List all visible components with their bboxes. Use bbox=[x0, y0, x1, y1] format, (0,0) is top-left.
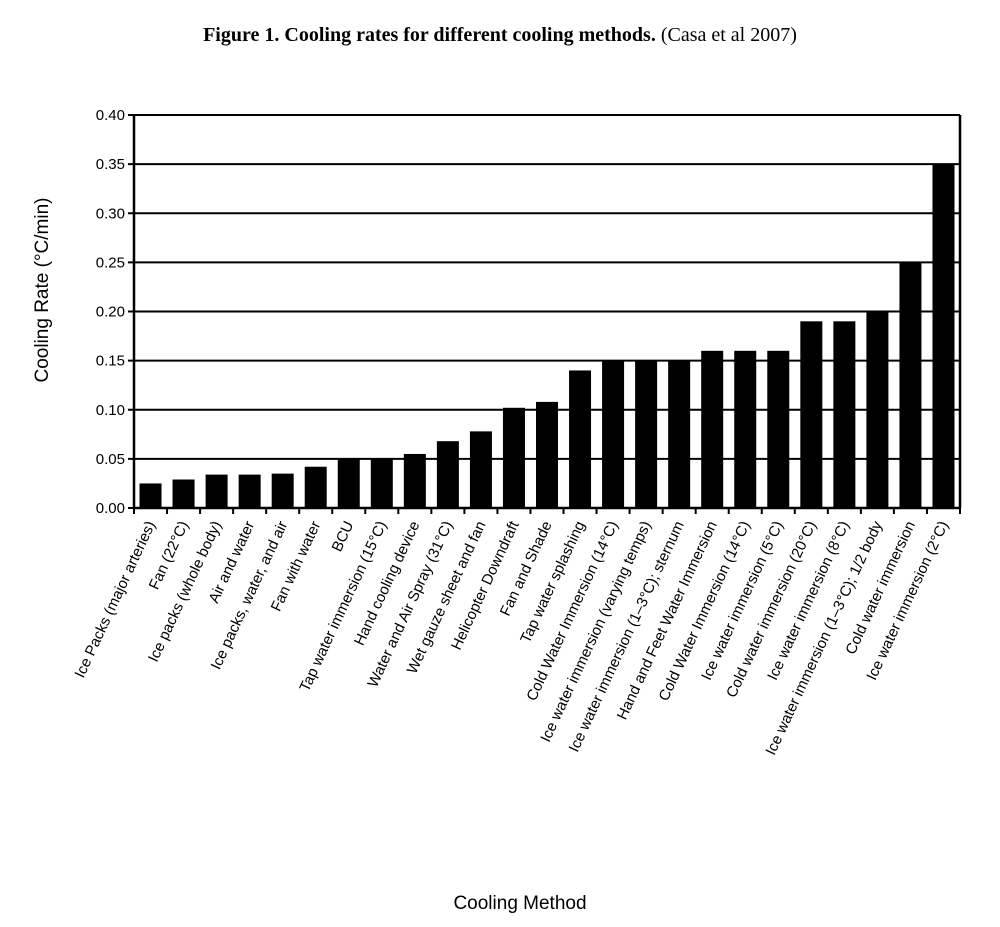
bar bbox=[602, 360, 625, 508]
bar bbox=[668, 360, 691, 508]
bar bbox=[205, 474, 228, 508]
gridlines bbox=[134, 114, 960, 460]
bar bbox=[767, 350, 790, 508]
y-tick-label: 0.35 bbox=[96, 156, 125, 173]
y-tick-label: 0.30 bbox=[96, 205, 125, 222]
y-tick-label: 0.20 bbox=[96, 304, 125, 321]
bar bbox=[238, 474, 261, 508]
y-tick-label: 0.25 bbox=[96, 254, 125, 271]
figure-title: Figure 1. Cooling rates for different co… bbox=[0, 24, 1000, 47]
y-tick-label: 0.40 bbox=[96, 107, 125, 124]
x-tick-label: BCU bbox=[329, 519, 358, 555]
bar bbox=[271, 473, 294, 508]
bar bbox=[635, 360, 658, 508]
figure-title-bold: Figure 1. Cooling rates for different co… bbox=[203, 24, 656, 46]
bar bbox=[833, 321, 856, 508]
bar bbox=[734, 350, 757, 508]
y-axis-label: Cooling Rate (°C/min) bbox=[32, 198, 53, 383]
bars bbox=[139, 164, 955, 508]
bar bbox=[536, 401, 558, 508]
y-tick-label: 0.10 bbox=[96, 402, 125, 419]
y-tick-labels: 0.00 0.05 0.10 0.15 0.20 0.25 0.30 0.35 0.40 bbox=[96, 107, 125, 517]
bar bbox=[304, 466, 327, 508]
x-tick-labels: Ice Packs (major arteries)Fan (22°C)Ice … bbox=[72, 518, 953, 758]
figure-citation: (Casa et al 2007) bbox=[660, 24, 797, 46]
bar bbox=[502, 407, 525, 508]
bar bbox=[370, 458, 393, 508]
bar bbox=[899, 262, 922, 508]
bar bbox=[866, 311, 889, 508]
y-tick-label: 0.15 bbox=[96, 353, 125, 370]
x-axis-label: Cooling Method bbox=[453, 893, 586, 914]
bar bbox=[172, 479, 195, 508]
bar bbox=[800, 321, 823, 508]
y-tick-label: 0.00 bbox=[96, 500, 125, 517]
bar bbox=[701, 350, 724, 508]
bar bbox=[139, 483, 162, 508]
y-tick-label: 0.05 bbox=[96, 451, 125, 468]
bar bbox=[337, 458, 360, 508]
bar bbox=[932, 164, 955, 508]
bar bbox=[469, 431, 492, 508]
bar bbox=[436, 441, 459, 508]
axes bbox=[128, 114, 962, 514]
bar bbox=[403, 453, 426, 508]
bar bbox=[569, 370, 592, 508]
